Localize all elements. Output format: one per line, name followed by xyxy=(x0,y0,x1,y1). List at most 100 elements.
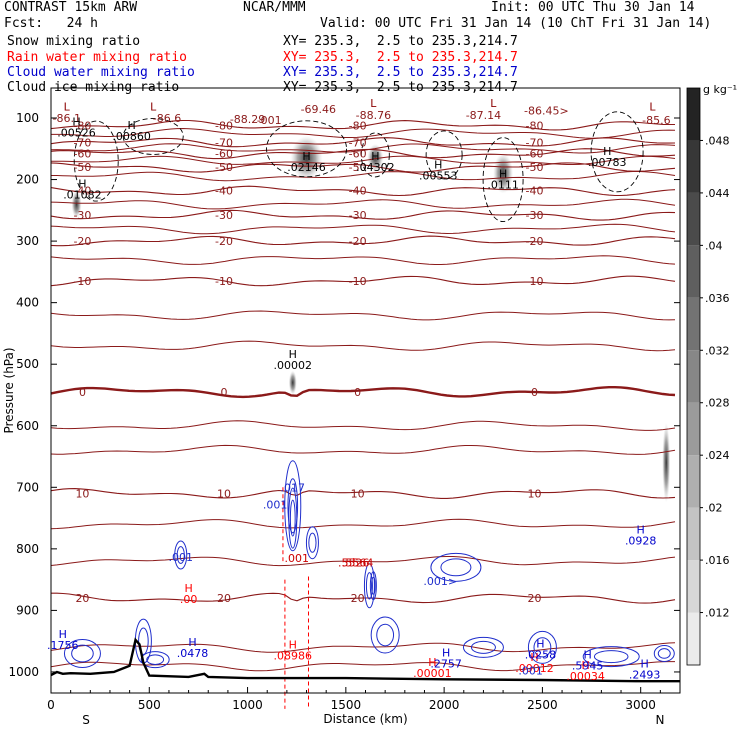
colorbar-unit-label: g kg⁻¹ xyxy=(703,83,737,96)
temperature-label: 10 xyxy=(351,487,365,500)
cloud-water-contour xyxy=(593,650,629,664)
temperature-label: -20 xyxy=(526,235,544,248)
high-marker: H xyxy=(583,648,591,661)
high-marker: H xyxy=(289,639,297,652)
temperature-label: -70 xyxy=(73,137,91,150)
temperature-label: -50 xyxy=(526,161,544,174)
south-label: S xyxy=(82,713,90,727)
contour-label-layer: -80 -80 -80 -80-70 -70 -70 -70-60 -60 -60 -60-50-… xyxy=(47,97,671,683)
temperature-label: -20 xyxy=(215,235,233,248)
cloud-water-contour xyxy=(71,644,94,663)
colorbar-swatch xyxy=(687,245,700,298)
high-marker: H xyxy=(536,637,544,650)
extreme-value-label: .00 xyxy=(180,593,198,606)
cloud-water-contour xyxy=(138,627,149,655)
temperature-extreme-label: -88.76 xyxy=(356,109,391,122)
extreme-value-label: .0928 xyxy=(625,534,657,547)
low-marker: L xyxy=(64,101,71,114)
high-marker: H xyxy=(72,115,80,128)
north-label: N xyxy=(656,713,665,727)
cloud-water-contour xyxy=(288,487,298,549)
colorbar-swatch xyxy=(687,455,700,508)
cloud-water-contour xyxy=(440,558,472,577)
temperature-label: 0 xyxy=(220,386,227,399)
temperature-contour xyxy=(50,556,676,567)
cloud-water-label: .001> xyxy=(423,575,457,588)
low-marker: L xyxy=(370,97,377,110)
cloud-water-label: .001 xyxy=(263,499,288,512)
colorbar-swatch xyxy=(687,402,700,456)
cloud-water-contour xyxy=(287,478,299,534)
snow-shading-blob xyxy=(290,136,323,181)
high-marker: H xyxy=(637,523,645,536)
temperature-contour xyxy=(50,275,676,287)
temperature-label: 10 xyxy=(75,487,89,500)
y-tick-label: 900 xyxy=(16,603,39,617)
temperature-extreme-label: -85.6 xyxy=(642,114,670,127)
temperature-label: -30 xyxy=(73,209,91,222)
high-marker: H xyxy=(582,659,590,672)
snow-shading-layer xyxy=(71,136,671,503)
temperature-contour xyxy=(50,420,676,431)
extreme-value-label: .08986 xyxy=(274,650,313,663)
temperature-contour xyxy=(50,386,676,399)
temperature-contour xyxy=(50,143,676,154)
cloud-ice-dashed-layer xyxy=(73,111,644,223)
temperature-extreme-label: -86.45> xyxy=(524,105,569,118)
temperature-label: 20 xyxy=(217,592,231,605)
temperature-label: -10 xyxy=(349,275,367,288)
temperature-label: -10 xyxy=(526,275,544,288)
cloud-water-contour xyxy=(533,637,552,658)
temperature-contour xyxy=(50,162,676,173)
high-marker: H xyxy=(499,168,507,181)
cloud-ice-contour xyxy=(425,130,463,180)
axes-layer: 0 500 1000 1500 2000 2500 30001002003004005006… xyxy=(2,87,681,727)
temperature-label: -60 xyxy=(73,148,91,161)
extreme-value-label: .00034 xyxy=(566,670,605,683)
temperature-label: -70 xyxy=(215,137,233,150)
colorbar-tick-label: .024 xyxy=(705,449,730,462)
extreme-value-label: .00526 xyxy=(57,126,96,139)
temperature-label: -50 xyxy=(73,161,91,174)
rain-label: .001 xyxy=(284,552,309,565)
extreme-value-label: .0478 xyxy=(177,647,209,660)
cloud-water-contour xyxy=(146,654,165,665)
temperature-label: -50 xyxy=(349,161,367,174)
high-marker: H xyxy=(530,651,538,664)
temperature-contour xyxy=(50,642,676,653)
temperature-extreme-label: -87.14 xyxy=(466,109,501,122)
extreme-value-label: .2493 xyxy=(629,669,661,682)
high-marker: H xyxy=(603,145,611,158)
temperature-label: -80 xyxy=(73,119,91,132)
colorbar-swatch xyxy=(687,350,700,403)
snow-shading-blob xyxy=(71,190,82,219)
cloud-ice-contour xyxy=(73,120,119,202)
field-name-snow: Snow mixing ratio xyxy=(7,34,141,49)
cloud-ice-contour xyxy=(122,118,184,155)
colorbar-tick-label: .012 xyxy=(705,607,730,620)
x-tick-label: 500 xyxy=(138,698,161,712)
temperature-label: 10 xyxy=(528,487,542,500)
terrain-line xyxy=(50,637,680,683)
cloud-water-contour xyxy=(582,646,640,668)
colorbar-tick-label: .02 xyxy=(705,502,723,515)
high-marker: H xyxy=(184,582,192,595)
cloud-water-contour xyxy=(376,623,395,647)
snow-shading-blob xyxy=(493,153,514,194)
cloud-water-contour xyxy=(140,651,170,669)
cloud-water-contour xyxy=(653,644,675,662)
y-tick-label: 500 xyxy=(16,357,39,371)
colorbar-tick-label: .016 xyxy=(705,554,730,567)
temperature-label: 20 xyxy=(75,592,89,605)
y-tick-label: 1000 xyxy=(8,665,39,679)
temperature-label: -20 xyxy=(349,235,367,248)
cloud-water-contour xyxy=(176,546,185,564)
high-marker: H xyxy=(442,647,450,660)
temperature-contour xyxy=(50,148,676,160)
colorbar-swatch xyxy=(687,297,700,351)
colorbar-swatch xyxy=(687,612,700,665)
temperature-contour xyxy=(50,444,676,455)
low-marker: L xyxy=(490,97,497,110)
cloud-ice-contour xyxy=(590,111,644,193)
extreme-value-label: .00012 xyxy=(515,662,554,675)
